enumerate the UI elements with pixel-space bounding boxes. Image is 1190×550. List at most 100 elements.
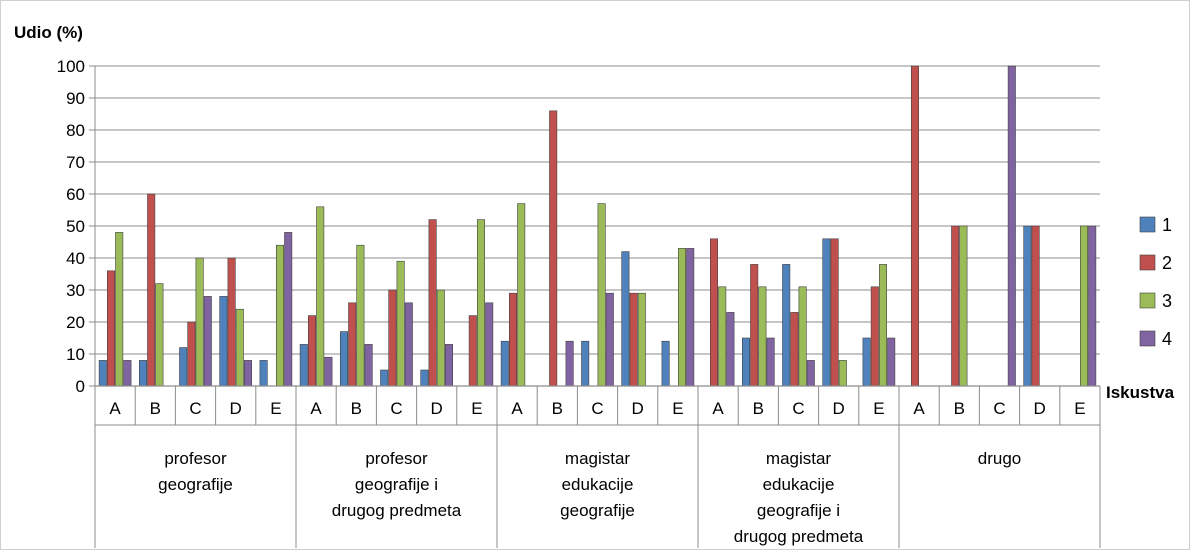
y-tick-label: 50 [66, 217, 85, 236]
legend-swatch [1139, 216, 1156, 233]
bar-series-3-D [436, 289, 445, 387]
bar-series-4-C [806, 360, 815, 387]
x-group-label: drugo [978, 449, 1021, 468]
bar-series-2-B [549, 110, 558, 387]
x-category-label: E [873, 399, 884, 418]
bar-series-2-D [830, 238, 839, 387]
y-tick-label: 10 [66, 345, 85, 364]
bar-series-2-A [910, 65, 919, 387]
bar-series-1-D [420, 369, 429, 387]
y-tick-label: 90 [66, 89, 85, 108]
y-tick-label: 60 [66, 185, 85, 204]
bar-series-3-D [637, 292, 646, 387]
bar-series-2-B [750, 264, 759, 387]
legend-label: 4 [1162, 329, 1172, 349]
bar-series-2-D [629, 292, 638, 387]
x-category-label: C [792, 399, 804, 418]
x-category-label: C [390, 399, 402, 418]
gridlines [95, 65, 1100, 355]
x-group-label: profesor [164, 449, 227, 468]
x-category-label: C [993, 399, 1005, 418]
x-category-label: B [351, 399, 362, 418]
x-category-label: B [753, 399, 764, 418]
x-group-label: drugog predmeta [332, 501, 462, 520]
bar-series-4-E [887, 337, 896, 387]
bar-series-1-C [380, 369, 389, 387]
bar-series-1-B [741, 337, 750, 387]
y-tick-label: 30 [66, 281, 85, 300]
bar-series-3-C [597, 203, 606, 387]
bar-series-1-A [299, 344, 308, 387]
bar-series-4-E [686, 248, 695, 387]
x-group-label: geografije [560, 501, 635, 520]
bar-series-3-C [798, 286, 807, 387]
bar-series-1-B [339, 331, 348, 387]
legend-swatch [1139, 254, 1156, 271]
bar-series-4-A [324, 356, 333, 387]
bar-series-4-C [605, 292, 614, 387]
x-category-label: E [672, 399, 683, 418]
y-tick-label: 40 [66, 249, 85, 268]
y-tick-label: 20 [66, 313, 85, 332]
bar-series-3-B [155, 283, 164, 387]
bar-series-3-E [1080, 225, 1089, 387]
bar-series-1-E [862, 337, 871, 387]
bar-series-1-C [782, 264, 791, 387]
bar-series-2-B [147, 193, 156, 387]
bar-series-1-E [259, 360, 268, 387]
bar-series-4-B [565, 340, 574, 387]
x-group-label: geografije i [757, 501, 840, 520]
bar-series-2-B [348, 302, 357, 387]
x-category-label: D [431, 399, 443, 418]
bar-series-2-C [790, 312, 799, 387]
legend-label: 2 [1162, 253, 1172, 273]
bar-series-2-D [1031, 225, 1040, 387]
bar-series-4-E [1088, 225, 1097, 387]
bar-series-4-E [485, 302, 494, 387]
x-category-label: A [913, 399, 925, 418]
x-group-label: edukacije [763, 475, 835, 494]
x-group-label: profesor [365, 449, 428, 468]
bar-series-2-B [951, 225, 960, 387]
bar-series-4-B [766, 337, 775, 387]
x-category-label: A [109, 399, 121, 418]
x-group-label: drugog predmeta [734, 527, 864, 546]
x-category-label: D [230, 399, 242, 418]
legend: 1 2 3 4 [1139, 215, 1172, 349]
y-tick-label: 80 [66, 121, 85, 140]
axes [89, 65, 1101, 548]
bar-series-2-A [709, 238, 718, 387]
bar-series-1-A [500, 340, 509, 387]
bar-series-3-E [878, 264, 887, 387]
bar-series-3-A [115, 232, 124, 387]
x-group-labels: profesor geografije profesor geografije i dr… [158, 449, 1021, 546]
y-tick-label: 0 [76, 377, 85, 396]
x-category-label: D [833, 399, 845, 418]
bar-series-3-E [476, 219, 485, 387]
x-category-label: A [511, 399, 523, 418]
x-category-label: A [310, 399, 322, 418]
x-category-label: D [1034, 399, 1046, 418]
bar-series-4-D [444, 344, 453, 387]
legend-label: 1 [1162, 215, 1172, 235]
x-category-label: B [552, 399, 563, 418]
x-category-label: C [591, 399, 603, 418]
bar-series-3-E [677, 248, 686, 387]
bar-series-3-D [235, 308, 244, 387]
bar-series-4-C [203, 296, 212, 387]
bar-series-3-B [356, 244, 365, 387]
bar-series-1-B [139, 360, 148, 387]
bar-series-4-C [404, 302, 413, 387]
x-category-label: E [471, 399, 482, 418]
legend-swatch [1139, 292, 1156, 309]
x-category-label: D [632, 399, 644, 418]
bar-series-4-C [1007, 65, 1016, 387]
bar-series-3-E [275, 244, 284, 387]
bar-series-1-D [822, 238, 831, 387]
bar-series-4-E [284, 232, 293, 387]
bar-series-3-C [195, 257, 204, 387]
bar-series-3-B [959, 225, 968, 387]
x-group-label: edukacije [562, 475, 634, 494]
